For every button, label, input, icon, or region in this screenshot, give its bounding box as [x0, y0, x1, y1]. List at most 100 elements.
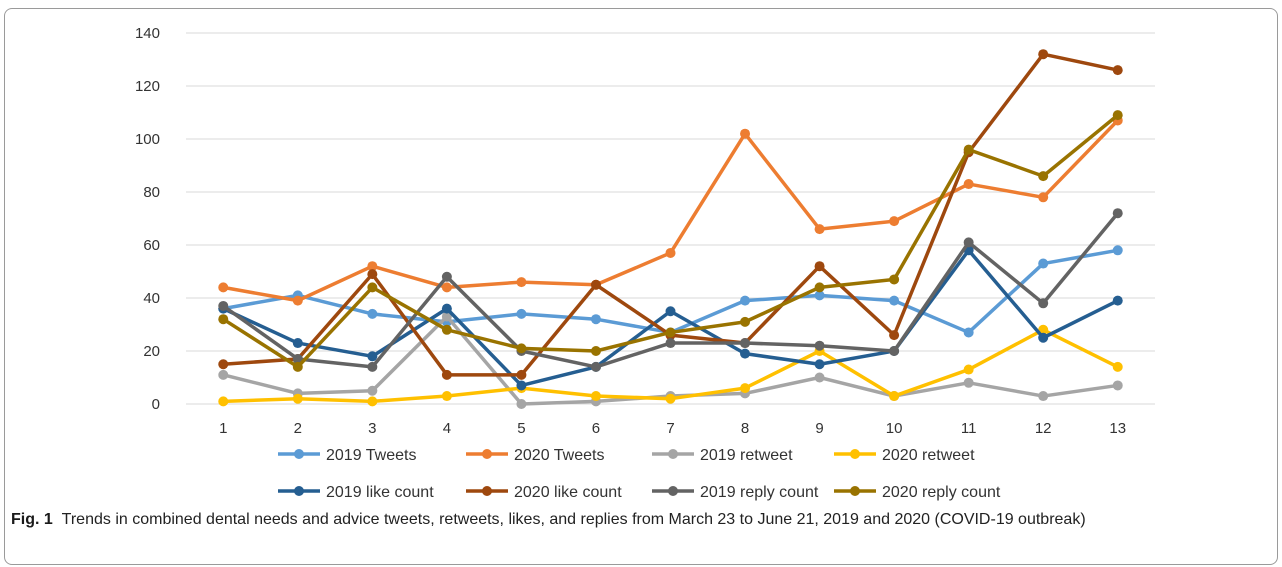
- series-2019-reply-count: [218, 208, 1123, 372]
- x-tick-label: 1: [219, 420, 227, 437]
- x-tick-label: 4: [443, 420, 451, 437]
- data-point: [218, 359, 229, 370]
- data-point: [590, 314, 601, 325]
- legend-swatch-marker: [850, 449, 860, 459]
- data-point: [740, 316, 751, 327]
- x-tick-label: 13: [1109, 420, 1126, 437]
- data-point: [1112, 208, 1123, 219]
- data-point: [740, 295, 751, 306]
- data-point: [367, 282, 378, 293]
- data-point: [963, 364, 974, 375]
- x-tick-label: 12: [1035, 420, 1052, 437]
- data-point: [889, 391, 900, 402]
- y-tick-labels: 0 20 40 60 80 100 120 140: [135, 25, 160, 413]
- data-point: [367, 396, 378, 407]
- legend-swatch-marker: [482, 486, 492, 496]
- data-point: [889, 216, 900, 227]
- x-tick-label: 5: [517, 420, 525, 437]
- data-point: [963, 377, 974, 388]
- data-point: [814, 224, 825, 235]
- y-tick-label: 120: [135, 78, 160, 95]
- data-point: [740, 348, 751, 359]
- legend-item: 2020 Tweets: [466, 447, 604, 464]
- data-point: [1112, 65, 1123, 76]
- data-point: [963, 179, 974, 190]
- legend-item: 2020 retweet: [834, 447, 975, 464]
- x-tick-label: 10: [886, 420, 903, 437]
- data-point: [1112, 361, 1123, 372]
- data-point: [516, 277, 527, 288]
- data-point: [665, 306, 676, 317]
- data-point: [1038, 298, 1049, 309]
- data-point: [292, 393, 303, 404]
- legend-swatch-marker: [482, 449, 492, 459]
- data-point: [889, 330, 900, 341]
- data-point: [665, 327, 676, 338]
- figure-frame: [4, 8, 1278, 565]
- data-point: [218, 282, 229, 293]
- data-point: [441, 271, 452, 282]
- legend-item: 2020 reply count: [834, 484, 1001, 501]
- data-point: [740, 383, 751, 394]
- series-line: [223, 52, 1119, 377]
- legend-label: 2020 reply count: [882, 484, 1001, 501]
- data-point: [292, 361, 303, 372]
- data-point: [516, 343, 527, 354]
- x-tick-label: 9: [815, 420, 823, 437]
- legend: 2019 Tweets 2020 Tweets 2019 retweet 2020 r…: [278, 447, 1001, 501]
- data-point: [665, 393, 676, 404]
- data-point: [516, 369, 527, 380]
- data-point: [889, 346, 900, 356]
- data-point: [1038, 171, 1049, 182]
- y-tick-label: 80: [143, 184, 160, 201]
- data-point: [441, 369, 452, 380]
- data-point: [889, 274, 900, 285]
- legend-label: 2019 reply count: [700, 484, 819, 501]
- data-point: [218, 396, 229, 407]
- data-point: [516, 308, 527, 319]
- data-point: [218, 300, 229, 311]
- legend-label: 2019 Tweets: [326, 447, 416, 464]
- data-point: [1112, 380, 1123, 391]
- data-point: [218, 314, 229, 325]
- data-point: [1038, 49, 1049, 60]
- legend-item: 2019 reply count: [652, 484, 819, 501]
- data-point: [814, 340, 825, 351]
- data-point: [441, 311, 452, 322]
- series-lines: [218, 49, 1123, 409]
- legend-swatch-marker: [850, 486, 860, 496]
- legend-swatch-marker: [668, 486, 678, 496]
- caption-label: Fig. 1: [11, 511, 53, 528]
- data-point: [1038, 258, 1049, 269]
- legend-swatch-marker: [294, 449, 304, 459]
- y-tick-label: 100: [135, 131, 160, 148]
- data-point: [367, 269, 378, 280]
- legend-label: 2020 Tweets: [514, 447, 604, 464]
- data-point: [292, 295, 303, 306]
- data-point: [441, 303, 452, 314]
- legend-item: 2019 retweet: [652, 447, 793, 464]
- data-point: [367, 261, 378, 272]
- data-point: [1038, 332, 1049, 343]
- data-point: [590, 279, 601, 290]
- legend-label: 2020 retweet: [882, 447, 975, 464]
- legend-label: 2020 like count: [514, 484, 622, 501]
- x-tick-labels: 1 2 3 4 5 6 7 8 9 10 11 12 13: [219, 420, 1126, 437]
- data-point: [590, 361, 601, 372]
- legend-item: 2019 like count: [278, 484, 434, 501]
- x-tick-label: 7: [666, 420, 674, 437]
- x-tick-label: 2: [294, 420, 302, 437]
- x-tick-label: 11: [961, 420, 977, 437]
- data-point: [889, 295, 900, 306]
- y-tick-label: 20: [143, 343, 160, 360]
- data-point: [367, 361, 378, 372]
- series-2020-tweets: [218, 115, 1123, 306]
- series-2020-reply-count: [218, 110, 1123, 372]
- data-point: [740, 128, 751, 139]
- data-point: [1112, 295, 1123, 306]
- legend-label: 2019 retweet: [700, 447, 793, 464]
- data-point: [590, 391, 601, 402]
- data-point: [1038, 192, 1049, 203]
- data-point: [1038, 391, 1049, 402]
